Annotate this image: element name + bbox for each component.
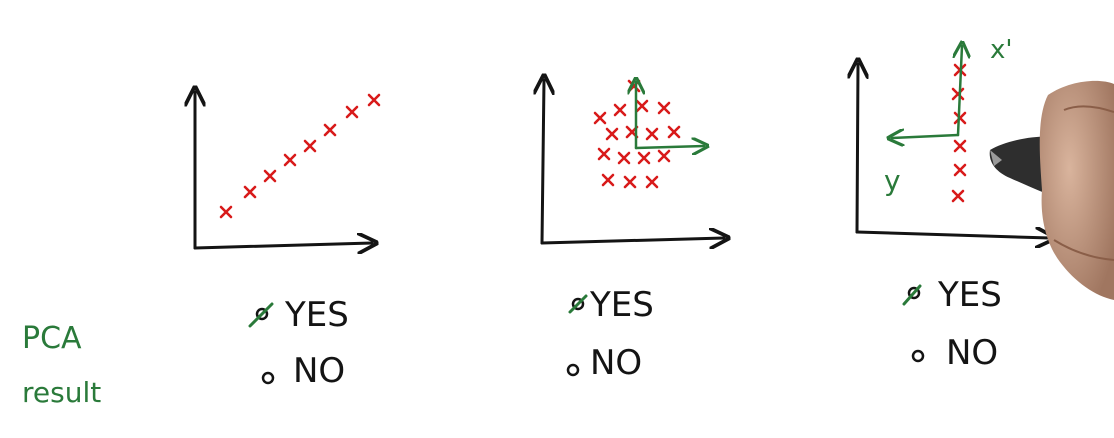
- data-point-marker: [601, 173, 615, 187]
- option-no-label: NO: [293, 351, 345, 391]
- data-point-marker: [617, 151, 631, 165]
- data-point-marker: [345, 105, 359, 119]
- data-point-marker: [593, 111, 607, 125]
- radio-yes[interactable]: [907, 286, 921, 300]
- radio-yes[interactable]: [255, 307, 269, 321]
- check-mark-icon: [248, 302, 274, 328]
- data-point-marker: [283, 153, 297, 167]
- data-point-marker: [263, 169, 277, 183]
- data-point-marker: [303, 139, 317, 153]
- option-no[interactable]: NO: [261, 351, 345, 391]
- check-mark-icon: [902, 284, 922, 306]
- data-point-marker: [635, 99, 649, 113]
- data-point-marker: [623, 175, 637, 189]
- option-no-label: NO: [590, 343, 642, 383]
- option-no[interactable]: NO: [566, 343, 642, 383]
- data-point-marker: [597, 147, 611, 161]
- check-mark-icon: [568, 294, 588, 314]
- data-point-marker: [645, 175, 659, 189]
- x-axis: [540, 238, 724, 243]
- panel-cluster-pca-axes: [636, 82, 704, 148]
- option-no[interactable]: NO: [911, 333, 998, 373]
- radio-no[interactable]: [261, 371, 275, 385]
- data-point-marker: [637, 151, 651, 165]
- panel-vertical-pca-axes: [892, 46, 962, 138]
- option-yes[interactable]: YES: [248, 295, 349, 335]
- panel-linear: YES NO: [195, 92, 381, 391]
- data-point-marker: [627, 79, 641, 93]
- data-point-marker: [657, 101, 671, 115]
- data-point-marker: [667, 125, 681, 139]
- panel-linear-points: [219, 93, 381, 219]
- x-axis: [855, 232, 1050, 238]
- data-point-marker: [323, 123, 337, 137]
- y-axis: [857, 64, 858, 234]
- panel-cluster: YES NO: [542, 80, 724, 383]
- panel-cluster-axes: [542, 80, 724, 243]
- radio-no[interactable]: [911, 349, 925, 363]
- option-yes[interactable]: YES: [568, 285, 654, 325]
- option-yes-label: YES: [284, 295, 349, 335]
- data-point-marker: [367, 93, 381, 107]
- radio-no[interactable]: [566, 363, 580, 377]
- side-label-line2: result: [22, 376, 101, 409]
- panel-linear-options: YES NO: [248, 295, 349, 391]
- panel-cluster-options: YES NO: [566, 285, 654, 383]
- side-label-line1: PCA: [22, 321, 82, 356]
- pca-axis-secondary: [892, 135, 960, 138]
- pca-axis-secondary-label: y: [884, 164, 901, 197]
- radio-yes[interactable]: [571, 297, 585, 311]
- x-axis: [193, 243, 372, 248]
- panel-cluster-points: [593, 79, 681, 189]
- data-point-marker: [953, 139, 967, 153]
- data-point-marker: [605, 127, 619, 141]
- panel-linear-axes: [195, 92, 372, 248]
- data-point-marker: [613, 103, 627, 117]
- data-point-marker: [645, 127, 659, 141]
- side-label: PCA result: [22, 321, 101, 409]
- hand-holding-pen-icon: [989, 80, 1114, 300]
- option-yes-label: YES: [589, 285, 654, 325]
- panel-vertical-options: YES NO: [902, 275, 1002, 373]
- pca-axis-primary: [958, 46, 962, 137]
- data-point-marker: [951, 189, 965, 203]
- pca-axis-horizontal: [634, 146, 704, 148]
- panel-vertical: x' y YES NO: [857, 35, 1050, 373]
- data-point-marker: [657, 149, 671, 163]
- option-yes[interactable]: YES: [902, 275, 1002, 315]
- data-point-marker: [953, 163, 967, 177]
- data-point-marker: [243, 185, 257, 199]
- y-axis: [542, 80, 544, 245]
- pca-axis-primary-label: x': [990, 35, 1013, 65]
- option-yes-label: YES: [937, 275, 1002, 315]
- panel-vertical-axes: [857, 64, 1050, 238]
- data-point-marker: [951, 87, 965, 101]
- data-point-marker: [219, 205, 233, 219]
- option-no-label: NO: [946, 333, 998, 373]
